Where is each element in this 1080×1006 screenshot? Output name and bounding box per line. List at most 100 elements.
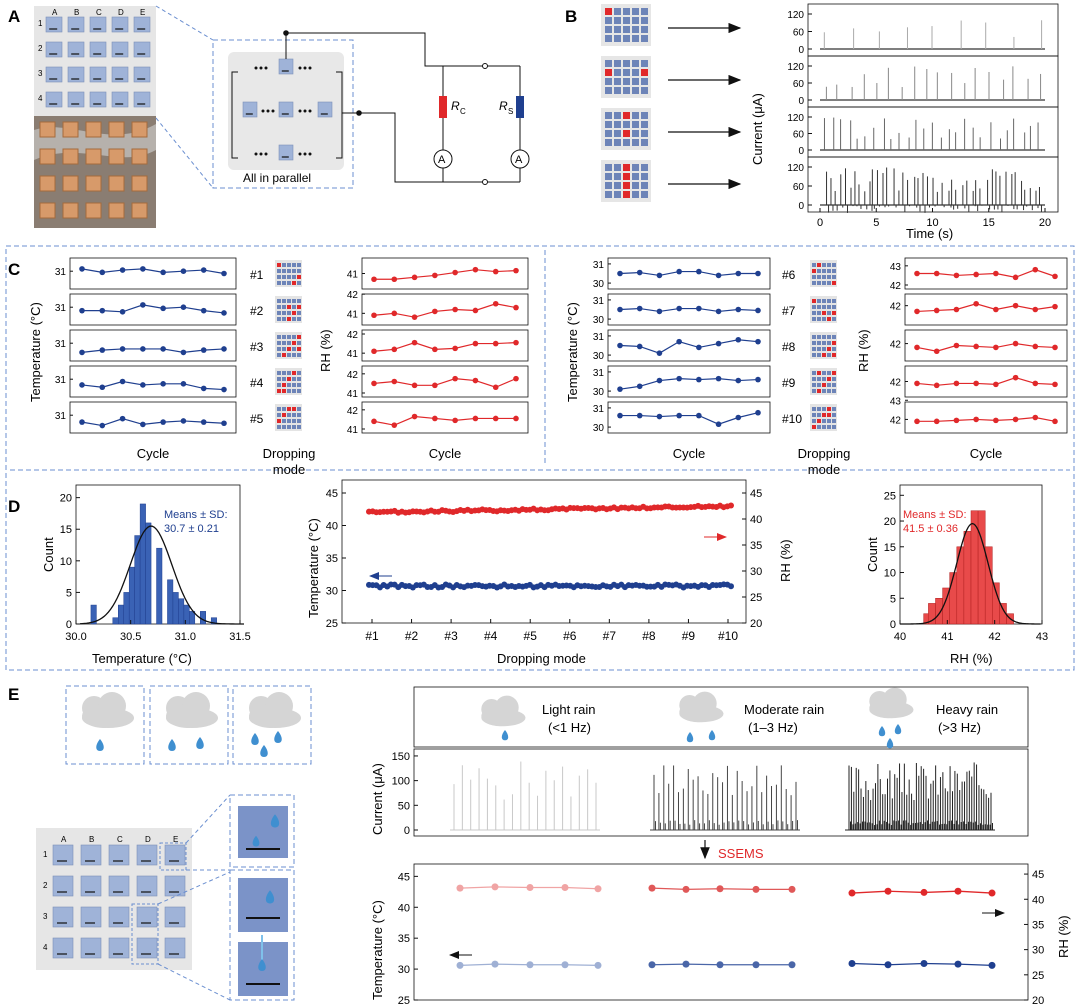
c-rh-frame: [904, 401, 1068, 434]
photo-pad: [39, 121, 56, 138]
mini-pad: [827, 341, 831, 345]
rh-point: [728, 502, 734, 509]
temp-ylabel: Temperature (°C): [370, 900, 385, 1000]
mini-pad: [641, 60, 648, 67]
temp-point: [119, 346, 126, 352]
c-ytick: 43: [890, 262, 902, 273]
mini-pad: [292, 377, 296, 381]
mini-pad: [623, 69, 630, 76]
rh-point: [513, 304, 519, 311]
mini-pad: [632, 139, 639, 146]
dual-xtick: #8: [642, 629, 656, 643]
temp-point: [715, 375, 722, 382]
dot: [308, 152, 312, 156]
ammeter-label: A: [515, 154, 523, 166]
hist-fit: [79, 525, 245, 625]
rh-point: [1052, 381, 1058, 388]
temp-point: [920, 960, 928, 968]
dropping-mode-thumbnails: [601, 4, 742, 202]
mini-pad: [817, 311, 821, 315]
mini-pad: [812, 263, 816, 267]
temp-point: [140, 346, 146, 352]
mini-pad: [292, 269, 296, 273]
mini-pad: [282, 281, 286, 285]
hist-bar: [200, 611, 206, 625]
mini-pad: [292, 335, 296, 339]
hist-ylabel: Count: [865, 537, 880, 572]
rh-point: [472, 307, 479, 314]
electrode-pad: [52, 906, 74, 928]
mini-pad: [827, 269, 831, 273]
row-label: 4: [43, 943, 48, 952]
mini-pad: [822, 311, 826, 315]
temp-line: [81, 268, 225, 275]
c-rh-frame: [361, 365, 529, 398]
temp-frame: [413, 863, 1029, 1001]
raindrop-icon: [270, 814, 280, 828]
temp-point: [79, 307, 85, 314]
raindrop-icon: [878, 726, 886, 737]
mini-pad: [297, 419, 301, 423]
rh-point: [411, 339, 418, 346]
electrode-pad: [45, 41, 63, 58]
electrode-pad: [133, 41, 151, 58]
photo-pad: [131, 202, 148, 219]
electrode-pad: [80, 875, 102, 897]
rh-point: [973, 343, 979, 350]
mini-pad: [822, 305, 826, 309]
mode-label: #7: [782, 304, 796, 318]
mini-pad: [297, 281, 301, 285]
rain-rate: (<1 Hz): [548, 720, 591, 735]
mini-pad: [614, 182, 621, 189]
panel-cd-border: [5, 245, 1075, 671]
dual-ytick-right: 40: [750, 514, 762, 526]
cloud-part: [166, 708, 218, 728]
mini-pad: [817, 317, 821, 321]
rh-point: [1052, 344, 1058, 351]
temp-point: [656, 272, 663, 279]
current-ytick: 50: [398, 800, 410, 812]
mini-pad: [292, 383, 296, 387]
mini-pad: [817, 353, 821, 357]
mini-pad: [832, 383, 836, 387]
mini-pad: [287, 317, 291, 321]
mini-pad: [297, 275, 301, 279]
mini-pad: [287, 371, 291, 375]
mini-pad: [297, 425, 301, 429]
c-ytick: 30: [593, 315, 605, 326]
row-label: 2: [43, 881, 48, 890]
mini-pad: [827, 407, 831, 411]
electrode-pad: [67, 66, 85, 83]
mini-pad: [832, 317, 836, 321]
raindrop-icon: [251, 733, 259, 745]
junction: [283, 30, 289, 36]
device-photo: [34, 116, 156, 228]
panel-label-e: E: [8, 685, 19, 704]
zoom-line: [157, 871, 231, 905]
electrode-pad: [89, 66, 107, 83]
mini-pad: [632, 26, 639, 33]
c-xlabel: Cycle: [137, 446, 170, 461]
rh-point: [411, 274, 418, 281]
mini-pad: [277, 419, 281, 423]
dual-ytick-right: 25: [750, 592, 762, 604]
mini-pad: [623, 78, 630, 85]
electrode-pad: [111, 41, 129, 58]
rh-point: [472, 266, 479, 273]
temp-rh-dropping-plot: 25 30 35 40 45 20 25 30 35 40 45 #1 #2 #3 #4 #5 #6 #7 #8 #9…: [306, 479, 793, 666]
e-device-array: A B C D E 1 2 3 4: [36, 828, 192, 970]
mini-pad: [817, 335, 821, 339]
temp-point: [696, 412, 702, 419]
rh-point: [1032, 380, 1039, 387]
photo-pad: [85, 175, 102, 192]
c-xlabel: Cycle: [429, 446, 462, 461]
rh-line: [373, 378, 517, 388]
temp-point: [988, 961, 996, 969]
b-xtick: 0: [817, 217, 823, 229]
mini-pad: [641, 78, 648, 85]
b-ylabel: Current (μA): [750, 93, 765, 165]
dual-xtick: #4: [484, 629, 498, 643]
rh-point: [884, 887, 892, 895]
current-ylabel: Current (μA): [370, 763, 385, 835]
electrode-pad: [136, 875, 158, 897]
